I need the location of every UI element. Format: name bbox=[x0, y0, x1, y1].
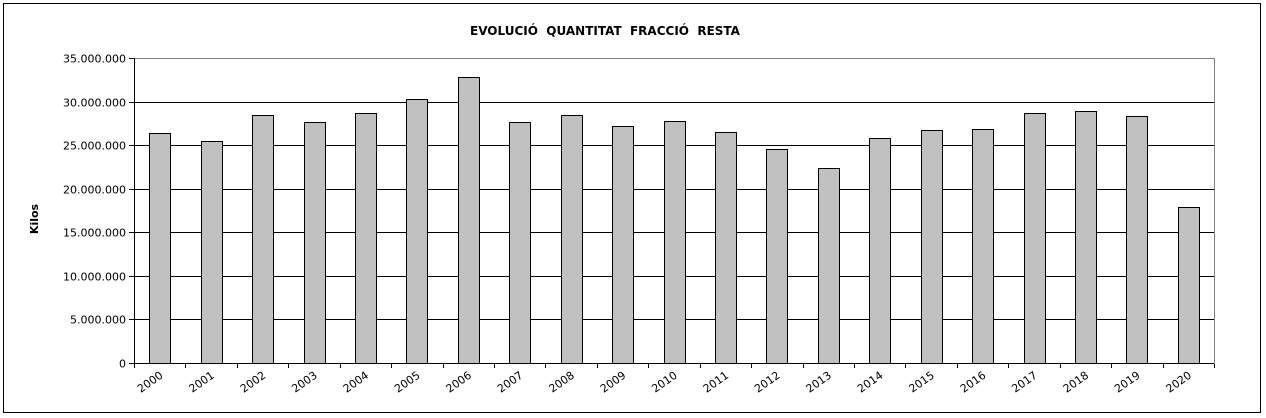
bar-2007 bbox=[509, 122, 531, 364]
x-tick-label: 2014 bbox=[855, 369, 885, 396]
y-tick-label: 15.000.000 bbox=[63, 227, 126, 240]
y-tick-label: 35.000.000 bbox=[63, 53, 126, 66]
bars bbox=[149, 77, 1200, 364]
x-tick-label: 2019 bbox=[1112, 369, 1142, 396]
x-tick-label: 2003 bbox=[289, 369, 319, 396]
y-tick-labels: 0 5.000.000 10.000.000 15.000.000 20.000.000… bbox=[63, 53, 126, 371]
x-tick-label: 2011 bbox=[701, 369, 731, 396]
x-tick-label: 2004 bbox=[341, 369, 371, 396]
x-tick-label: 2010 bbox=[649, 369, 679, 396]
x-tick-label: 2002 bbox=[238, 369, 268, 396]
y-tick-label: 25.000.000 bbox=[63, 140, 126, 153]
y-tick-label: 10.000.000 bbox=[63, 271, 126, 284]
y-tick-label: 30.000.000 bbox=[63, 97, 126, 110]
bar-2011 bbox=[715, 132, 737, 364]
bar-2001 bbox=[201, 141, 223, 364]
bar-2016 bbox=[972, 129, 994, 364]
x-tick-label: 2015 bbox=[906, 369, 936, 396]
bar-2006 bbox=[458, 77, 480, 364]
bar-2010 bbox=[664, 121, 686, 364]
x-tick-label: 2017 bbox=[1009, 369, 1039, 396]
x-tick-label: 2012 bbox=[752, 369, 782, 396]
bar-2012 bbox=[766, 149, 788, 364]
x-tick-label: 2009 bbox=[598, 369, 628, 396]
x-tick-label: 2008 bbox=[546, 369, 576, 396]
bar-2014 bbox=[869, 138, 891, 364]
y-tick-label: 0 bbox=[119, 358, 126, 371]
bar-2002 bbox=[252, 115, 274, 364]
bar-2017 bbox=[1024, 113, 1046, 364]
x-tick-label: 2016 bbox=[958, 369, 988, 396]
bar-2004 bbox=[355, 113, 377, 364]
bar-2018 bbox=[1075, 111, 1097, 364]
bar-2020 bbox=[1178, 207, 1200, 364]
x-tick-label: 2018 bbox=[1061, 369, 1091, 396]
bar-2003 bbox=[304, 122, 326, 364]
bar-2019 bbox=[1126, 116, 1148, 364]
axes bbox=[134, 58, 1215, 364]
bar-2008 bbox=[561, 115, 583, 364]
y-axis-title: Kilos bbox=[28, 203, 41, 234]
bar-2005 bbox=[406, 99, 428, 364]
x-tick-label: 2013 bbox=[804, 369, 834, 396]
x-tick-label: 2020 bbox=[1164, 369, 1194, 396]
x-tick-label: 2006 bbox=[444, 369, 474, 396]
bar-2015 bbox=[921, 130, 943, 364]
x-tick-label: 2000 bbox=[135, 369, 165, 396]
bar-2009 bbox=[612, 126, 634, 364]
bar-2000 bbox=[149, 133, 171, 364]
x-tick-label: 2001 bbox=[186, 369, 216, 396]
chart-title: EVOLUCIÓ QUANTITAT FRACCIÓ RESTA bbox=[470, 23, 741, 38]
y-tick-label: 20.000.000 bbox=[63, 184, 126, 197]
bar-2013 bbox=[818, 168, 840, 364]
x-tick-label: 2007 bbox=[495, 369, 525, 396]
y-tick-label: 5.000.000 bbox=[70, 314, 126, 327]
x-tick-labels: 2000 2001 2002 2003 2004 2005 2006 2007 2008 2009… bbox=[135, 369, 1194, 396]
x-tick-label: 2005 bbox=[392, 369, 422, 396]
